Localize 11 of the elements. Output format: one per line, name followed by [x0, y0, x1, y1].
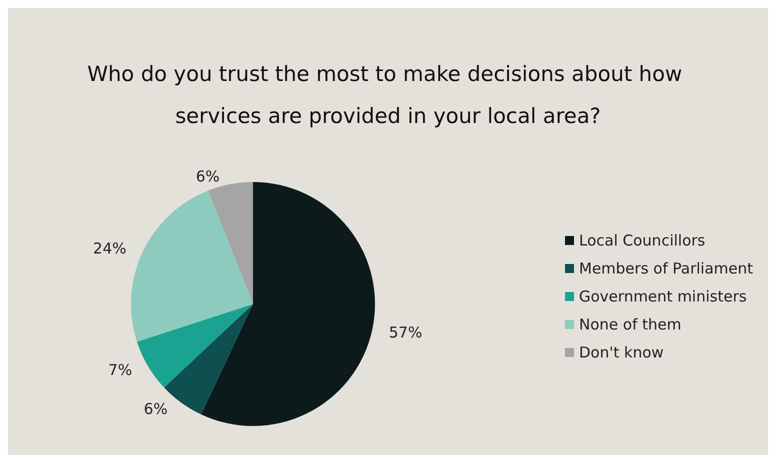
- chart-title: Who do you trust the most to make decisions about how services are provided in your local area?: [87, 62, 689, 128]
- legend-label: None of them: [579, 316, 682, 334]
- legend-label: Members of Parliament: [579, 260, 754, 278]
- legend-label: Local Councillors: [579, 232, 706, 250]
- legend-label: Government ministers: [579, 288, 747, 306]
- data-label: 6%: [196, 167, 220, 186]
- data-label: 24%: [93, 240, 126, 258]
- data-label: 6%: [144, 400, 168, 418]
- data-label: 7%: [108, 361, 132, 380]
- legend-label: Don't know: [579, 344, 664, 362]
- data-label: 57%: [388, 323, 422, 342]
